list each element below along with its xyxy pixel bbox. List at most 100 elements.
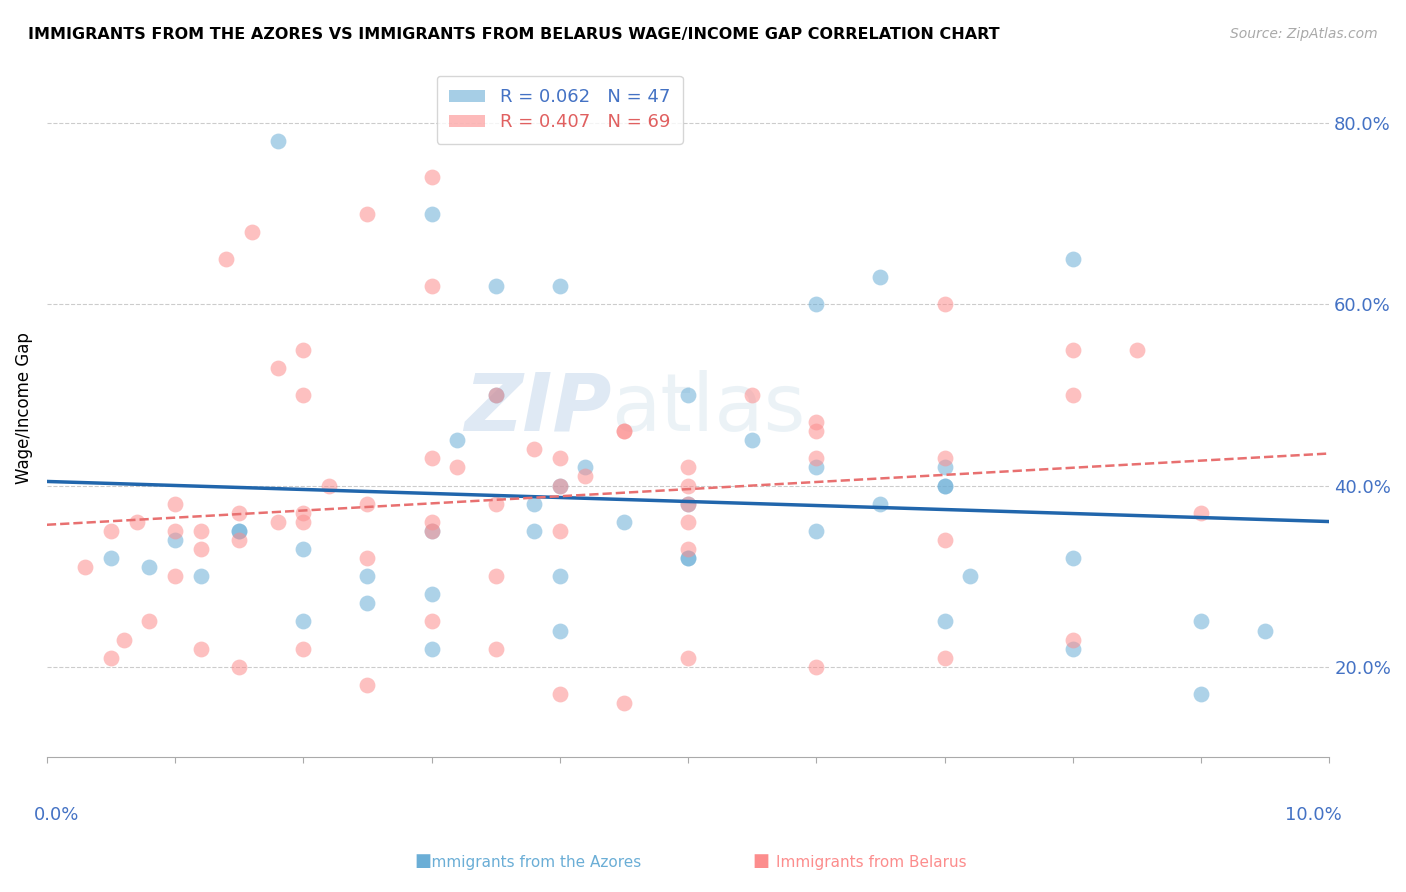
Point xyxy=(356,497,378,511)
Text: IMMIGRANTS FROM THE AZORES VS IMMIGRANTS FROM BELARUS WAGE/INCOME GAP CORRELATIO: IMMIGRANTS FROM THE AZORES VS IMMIGRANTS… xyxy=(28,27,1000,42)
Point xyxy=(934,297,956,311)
Point xyxy=(228,660,250,674)
Point xyxy=(420,524,443,538)
Point xyxy=(523,442,546,457)
Point xyxy=(215,252,238,266)
Point xyxy=(292,641,315,656)
Point xyxy=(485,279,508,293)
Point xyxy=(1062,551,1084,566)
Point xyxy=(165,569,187,583)
Point xyxy=(1189,687,1212,701)
Point xyxy=(676,460,699,475)
Point xyxy=(676,478,699,492)
Point xyxy=(446,434,468,448)
Point xyxy=(934,478,956,492)
Point xyxy=(420,641,443,656)
Point xyxy=(228,524,250,538)
Point xyxy=(100,524,122,538)
Point xyxy=(267,515,290,529)
Point xyxy=(806,451,828,466)
Point xyxy=(934,533,956,547)
Point xyxy=(190,569,212,583)
Point xyxy=(485,569,508,583)
Point xyxy=(112,632,135,647)
Point xyxy=(165,524,187,538)
Point xyxy=(190,641,212,656)
Point xyxy=(240,225,263,239)
Point xyxy=(485,388,508,402)
Point xyxy=(356,678,378,692)
Point xyxy=(676,541,699,556)
Point xyxy=(934,615,956,629)
Point xyxy=(548,478,571,492)
Point xyxy=(190,541,212,556)
Point xyxy=(165,533,187,547)
Point xyxy=(869,497,891,511)
Point xyxy=(548,478,571,492)
Point xyxy=(548,524,571,538)
Point xyxy=(138,615,160,629)
Point xyxy=(676,388,699,402)
Text: ZIP: ZIP xyxy=(464,369,612,448)
Point xyxy=(292,343,315,357)
Point xyxy=(934,478,956,492)
Point xyxy=(548,569,571,583)
Point xyxy=(485,497,508,511)
Point xyxy=(228,506,250,520)
Point xyxy=(356,207,378,221)
Point xyxy=(100,551,122,566)
Point xyxy=(1062,252,1084,266)
Point xyxy=(934,460,956,475)
Point xyxy=(1062,343,1084,357)
Point xyxy=(485,388,508,402)
Point xyxy=(613,424,636,438)
Point xyxy=(548,624,571,638)
Point xyxy=(523,497,546,511)
Point xyxy=(228,524,250,538)
Text: ■: ■ xyxy=(752,852,769,870)
Point xyxy=(292,515,315,529)
Point xyxy=(1189,506,1212,520)
Point xyxy=(741,434,763,448)
Text: Source: ZipAtlas.com: Source: ZipAtlas.com xyxy=(1230,27,1378,41)
Point xyxy=(292,541,315,556)
Y-axis label: Wage/Income Gap: Wage/Income Gap xyxy=(15,333,32,484)
Point xyxy=(806,524,828,538)
Point xyxy=(1062,641,1084,656)
Point xyxy=(228,533,250,547)
Point xyxy=(125,515,148,529)
Text: atlas: atlas xyxy=(612,369,806,448)
Legend: R = 0.062   N = 47, R = 0.407   N = 69: R = 0.062 N = 47, R = 0.407 N = 69 xyxy=(437,76,683,145)
Point xyxy=(292,506,315,520)
Point xyxy=(1126,343,1149,357)
Point xyxy=(292,615,315,629)
Point xyxy=(165,497,187,511)
Point xyxy=(741,388,763,402)
Point xyxy=(613,515,636,529)
Text: Immigrants from Belarus: Immigrants from Belarus xyxy=(776,855,967,870)
Point xyxy=(420,615,443,629)
Point xyxy=(869,270,891,285)
Point xyxy=(420,279,443,293)
Point xyxy=(420,451,443,466)
Point xyxy=(75,560,97,574)
Point xyxy=(574,460,596,475)
Point xyxy=(613,696,636,710)
Point xyxy=(548,451,571,466)
Point xyxy=(676,497,699,511)
Point xyxy=(676,515,699,529)
Point xyxy=(420,515,443,529)
Point xyxy=(548,279,571,293)
Point xyxy=(1254,624,1277,638)
Point xyxy=(959,569,981,583)
Point xyxy=(420,170,443,185)
Point xyxy=(574,469,596,483)
Point xyxy=(676,650,699,665)
Point xyxy=(485,641,508,656)
Text: ■: ■ xyxy=(415,852,432,870)
Point xyxy=(420,587,443,601)
Point xyxy=(356,551,378,566)
Point xyxy=(267,360,290,375)
Point xyxy=(292,388,315,402)
Point xyxy=(523,524,546,538)
